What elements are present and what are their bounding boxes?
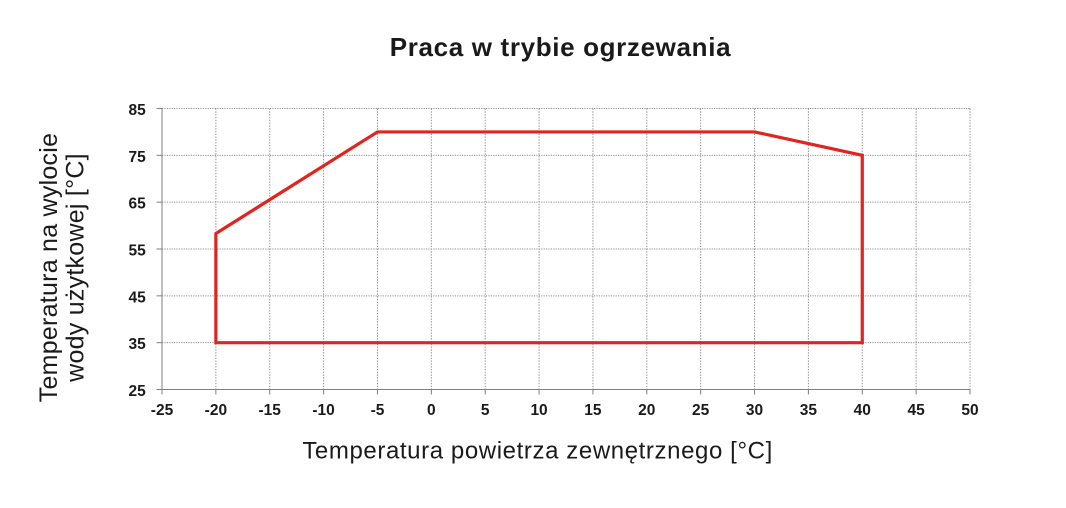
svg-text:25: 25 <box>129 383 147 400</box>
svg-text:50: 50 <box>961 402 978 419</box>
svg-text:30: 30 <box>746 402 763 419</box>
svg-text:5: 5 <box>481 402 490 419</box>
svg-text:15: 15 <box>584 402 602 419</box>
svg-text:20: 20 <box>638 402 655 419</box>
svg-text:45: 45 <box>129 289 147 306</box>
svg-text:65: 65 <box>129 196 147 213</box>
svg-text:25: 25 <box>692 402 710 419</box>
svg-text:Praca w trybie ogrzewania: Praca w trybie ogrzewania <box>390 32 731 62</box>
svg-text:40: 40 <box>854 402 871 419</box>
svg-text:85: 85 <box>129 102 147 119</box>
svg-text:wody użytkowej [°C]: wody użytkowej [°C] <box>62 153 90 383</box>
svg-text:0: 0 <box>427 402 436 419</box>
svg-text:75: 75 <box>129 149 147 166</box>
svg-text:Temperatura powietrza zewnętrz: Temperatura powietrza zewnętrznego [°C] <box>302 437 773 464</box>
svg-text:35: 35 <box>800 402 818 419</box>
svg-text:45: 45 <box>908 402 926 419</box>
svg-text:-10: -10 <box>312 402 334 419</box>
svg-text:35: 35 <box>129 336 147 353</box>
svg-text:-25: -25 <box>151 402 174 419</box>
svg-text:55: 55 <box>129 243 147 260</box>
svg-text:Temperatura na wylocie: Temperatura na wylocie <box>35 133 63 403</box>
svg-text:10: 10 <box>530 402 547 419</box>
svg-text:-15: -15 <box>259 402 282 419</box>
svg-text:-20: -20 <box>205 402 227 419</box>
svg-text:-5: -5 <box>371 402 385 419</box>
